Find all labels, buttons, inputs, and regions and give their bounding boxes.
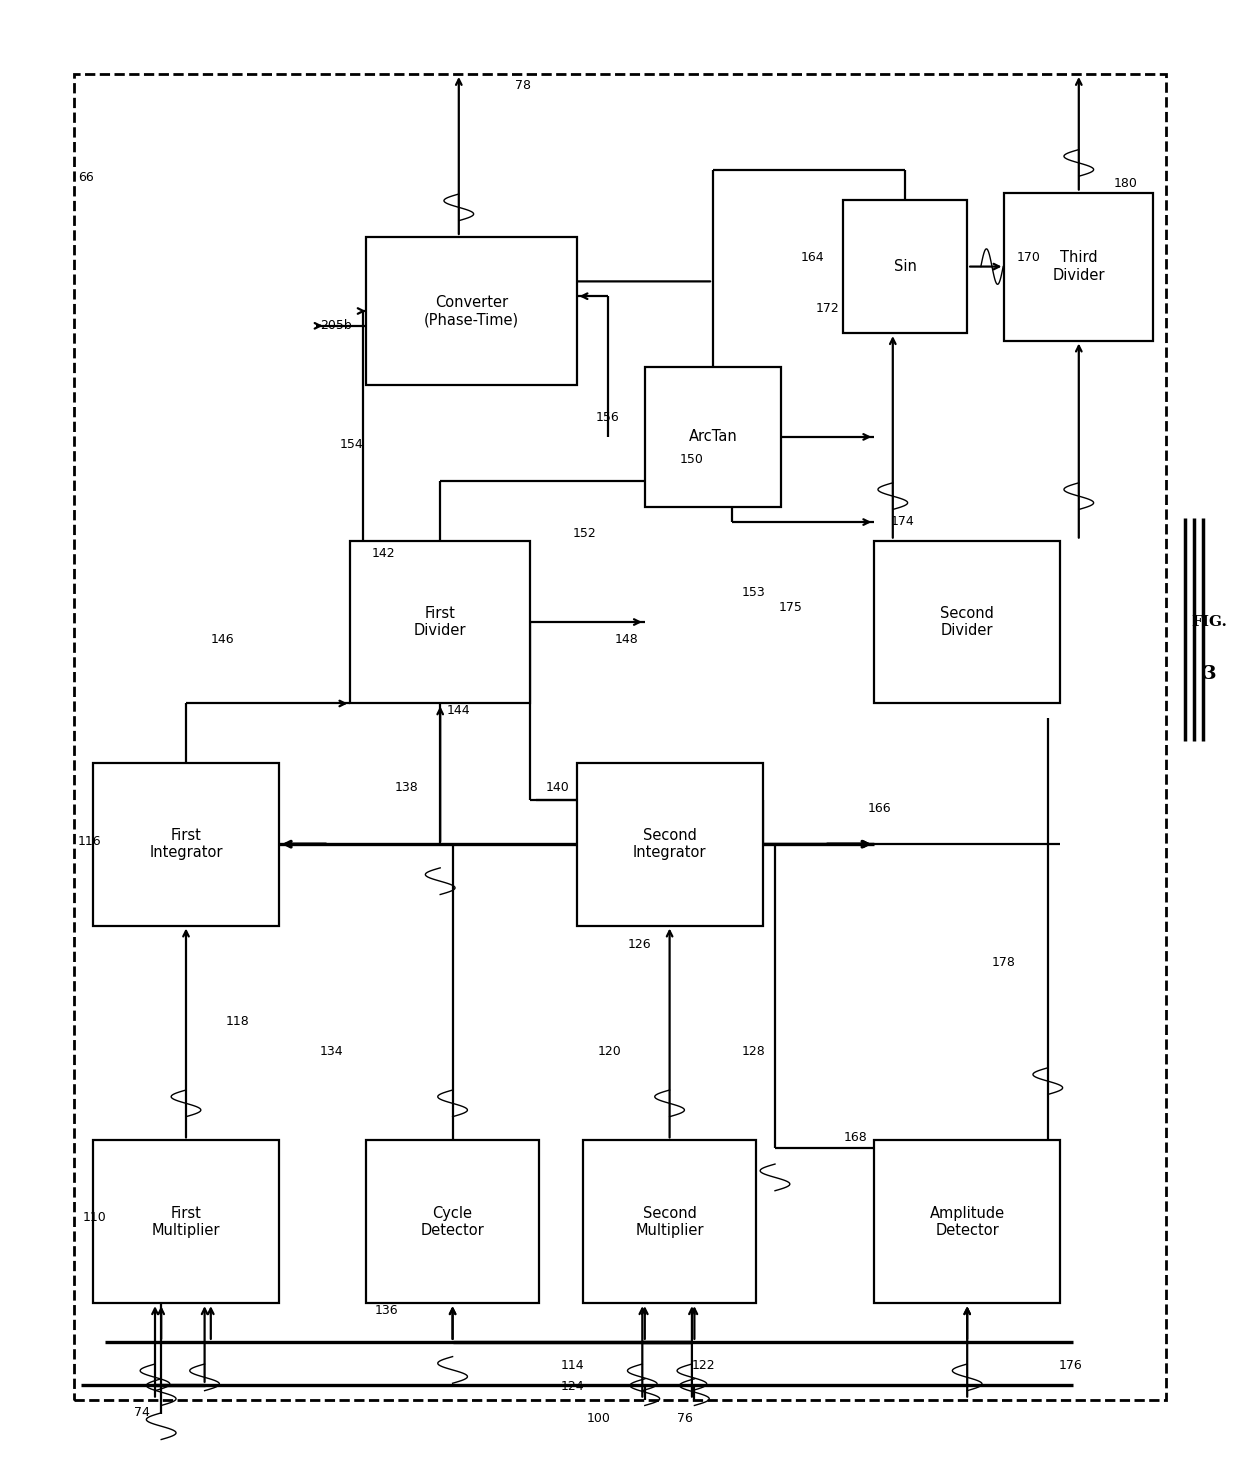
Text: 153: 153 bbox=[742, 586, 765, 598]
Text: FIG.: FIG. bbox=[1192, 615, 1226, 629]
Text: 136: 136 bbox=[374, 1305, 398, 1317]
Text: 78: 78 bbox=[515, 80, 531, 92]
Text: 146: 146 bbox=[211, 634, 234, 646]
Text: 74: 74 bbox=[134, 1407, 150, 1419]
Text: 170: 170 bbox=[1017, 252, 1040, 264]
Bar bbox=[366, 1140, 539, 1303]
Text: 134: 134 bbox=[320, 1046, 343, 1057]
Text: Second
Integrator: Second Integrator bbox=[632, 828, 707, 860]
Text: 172: 172 bbox=[816, 302, 839, 314]
Text: 164: 164 bbox=[801, 252, 825, 264]
Bar bbox=[577, 763, 763, 926]
Text: Third
Divider: Third Divider bbox=[1053, 250, 1105, 283]
Text: Second
Divider: Second Divider bbox=[940, 606, 994, 638]
Text: Sin: Sin bbox=[894, 259, 916, 274]
Text: 122: 122 bbox=[692, 1360, 715, 1371]
Text: 168: 168 bbox=[843, 1131, 867, 1143]
Bar bbox=[93, 1140, 279, 1303]
Bar bbox=[645, 367, 781, 507]
Text: 180: 180 bbox=[1114, 178, 1137, 190]
Bar bbox=[874, 541, 1060, 703]
Text: 140: 140 bbox=[546, 782, 569, 794]
Text: 120: 120 bbox=[598, 1046, 621, 1057]
Bar bbox=[843, 200, 967, 333]
Bar bbox=[366, 237, 577, 385]
Bar bbox=[1004, 193, 1153, 341]
Text: Cycle
Detector: Cycle Detector bbox=[420, 1206, 485, 1238]
Text: ArcTan: ArcTan bbox=[688, 429, 738, 444]
Text: 66: 66 bbox=[78, 172, 94, 184]
Text: 116: 116 bbox=[78, 835, 102, 847]
Text: 174: 174 bbox=[890, 515, 914, 527]
Bar bbox=[874, 1140, 1060, 1303]
Text: 128: 128 bbox=[742, 1046, 765, 1057]
Text: First
Multiplier: First Multiplier bbox=[151, 1206, 221, 1238]
Text: 118: 118 bbox=[226, 1016, 249, 1028]
Text: Second
Multiplier: Second Multiplier bbox=[635, 1206, 704, 1238]
Text: 110: 110 bbox=[83, 1211, 107, 1223]
Text: 126: 126 bbox=[627, 939, 651, 951]
Text: 175: 175 bbox=[779, 601, 802, 613]
Text: 156: 156 bbox=[595, 412, 619, 424]
Text: 176: 176 bbox=[1059, 1360, 1083, 1371]
Bar bbox=[93, 763, 279, 926]
Bar bbox=[583, 1140, 756, 1303]
Text: Amplitude
Detector: Amplitude Detector bbox=[930, 1206, 1004, 1238]
Text: 154: 154 bbox=[340, 438, 363, 450]
Text: 148: 148 bbox=[615, 634, 639, 646]
Text: 114: 114 bbox=[560, 1360, 584, 1371]
Text: 138: 138 bbox=[394, 782, 418, 794]
Text: Converter
(Phase-Time): Converter (Phase-Time) bbox=[424, 295, 518, 327]
Text: 124: 124 bbox=[560, 1380, 584, 1392]
Text: First
Integrator: First Integrator bbox=[149, 828, 223, 860]
Text: 100: 100 bbox=[587, 1413, 610, 1425]
Text: 152: 152 bbox=[573, 527, 596, 539]
Text: 76: 76 bbox=[677, 1413, 693, 1425]
Text: 166: 166 bbox=[868, 803, 892, 815]
Text: 178: 178 bbox=[992, 957, 1016, 969]
Text: 3: 3 bbox=[1203, 665, 1215, 683]
Bar bbox=[74, 74, 1166, 1400]
Bar bbox=[350, 541, 529, 703]
Text: First
Divider: First Divider bbox=[414, 606, 466, 638]
Text: 150: 150 bbox=[680, 453, 703, 465]
Text: 142: 142 bbox=[372, 548, 396, 560]
Text: 205b: 205b bbox=[320, 320, 352, 332]
Text: 144: 144 bbox=[446, 705, 470, 717]
